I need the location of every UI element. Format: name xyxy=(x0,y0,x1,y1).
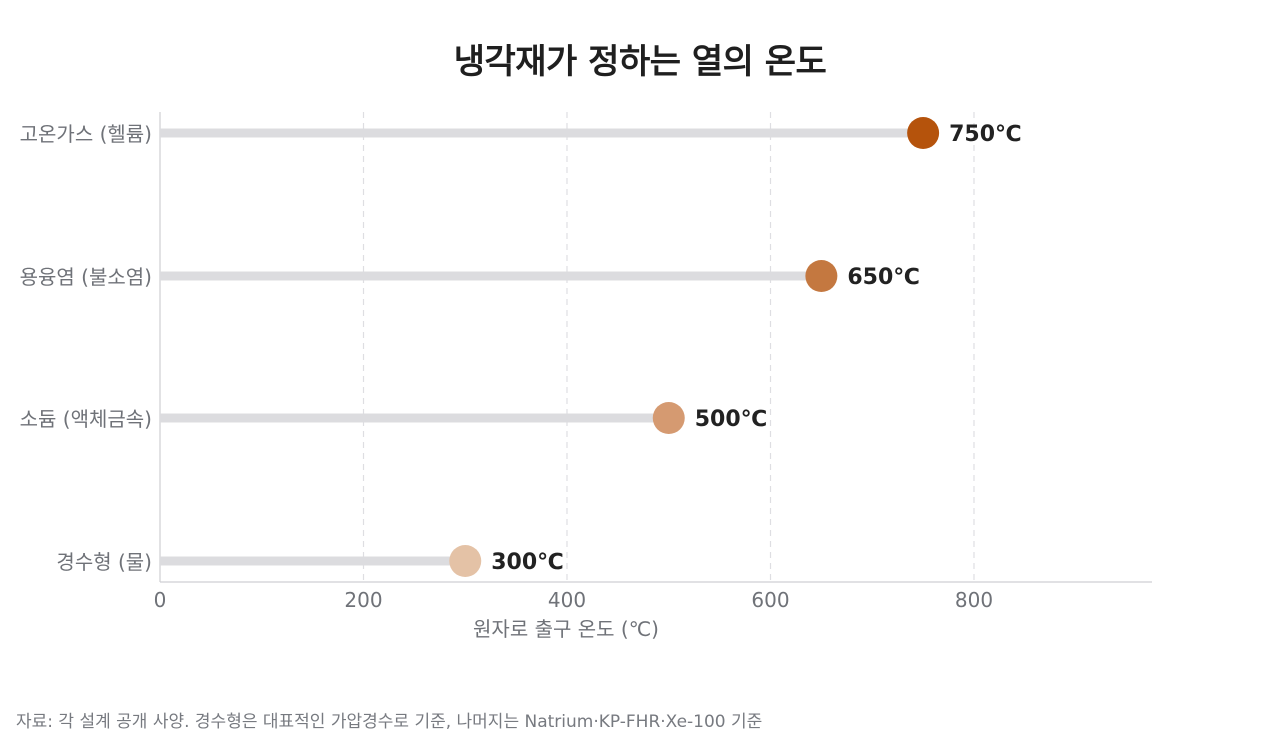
lollipop-chart: 0 200 400 600 800 750℃ 고온가스 (헬륨) 650℃ 용융염 (불소염)… xyxy=(20,112,1152,641)
x-tick-label: 0 xyxy=(154,588,167,612)
x-tick-label: 400 xyxy=(548,588,586,612)
axes xyxy=(159,112,1152,583)
source-note: 자료: 각 설계 공개 사양. 경수형은 대표적인 가압경수로 기준, 나머지는… xyxy=(16,712,763,732)
category-label: 소듐 (액체금속) xyxy=(20,407,152,431)
x-tick-label: 800 xyxy=(955,588,993,612)
lollipop-dot xyxy=(907,117,940,149)
lollipop-dot xyxy=(449,545,482,577)
x-axis-label: 원자로 출구 온도 (℃) xyxy=(473,617,659,641)
grid-lines xyxy=(362,112,975,582)
value-label: 750℃ xyxy=(949,122,1022,147)
lollipop-dot xyxy=(652,402,685,434)
x-tick-label: 200 xyxy=(344,588,382,612)
value-label: 650℃ xyxy=(847,265,920,290)
category-label: 용융염 (불소염) xyxy=(20,265,152,289)
data-marks: 750℃ 고온가스 (헬륨) 650℃ 용융염 (불소염) 500℃ 소듐 (액체금속) 3… xyxy=(20,117,1022,577)
value-label: 500℃ xyxy=(695,407,768,432)
lollipop-dot xyxy=(805,260,838,292)
category-label: 경수형 (물) xyxy=(56,550,152,574)
category-label: 고온가스 (헬륨) xyxy=(20,122,152,146)
value-label: 300℃ xyxy=(491,550,564,575)
chart-title: 냉각재가 정하는 열의 온도 xyxy=(453,42,827,82)
x-tick-label: 600 xyxy=(751,588,789,612)
x-tick-labels: 0 200 400 600 800 xyxy=(154,588,993,612)
